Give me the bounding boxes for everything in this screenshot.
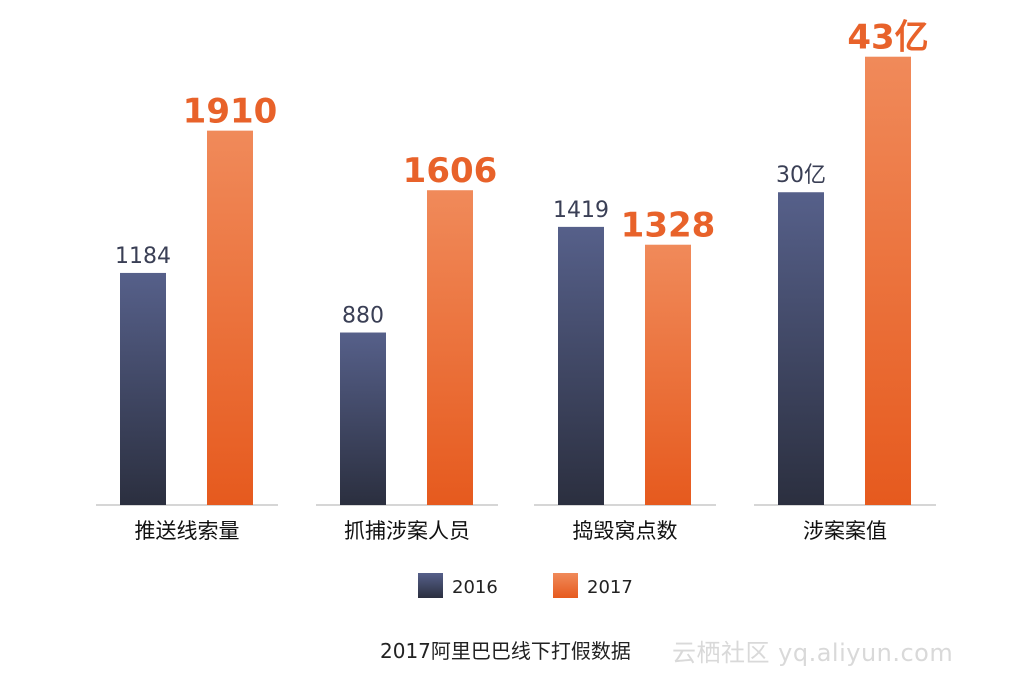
- bar-label-2016-case-value: 30亿: [776, 163, 826, 188]
- category-label-lead-count: 推送线索量: [135, 519, 240, 543]
- legend-swatch-2017: [553, 573, 578, 598]
- bar-2016-dens-destroyed: [558, 226, 604, 505]
- bar-label-2017-case-value: 43亿: [847, 18, 928, 58]
- watermark: 云栖社区 yq.aliyun.com: [672, 639, 954, 667]
- footer: 2017阿里巴巴线下打假数据 云栖社区 yq.aliyun.com: [0, 627, 1016, 667]
- bar-2017-case-value: [865, 56, 911, 506]
- bar-label-2016-lead-count: 1184: [115, 244, 171, 269]
- category-label-case-value: 涉案案值: [803, 519, 887, 543]
- legend-label-2016: 2016: [452, 577, 498, 598]
- bar-2016-case-value: [778, 192, 824, 505]
- bar-labels: 1184 1910 880 1606 1419 1328 30亿 43亿: [115, 18, 929, 329]
- legend-swatch-2016: [418, 573, 443, 598]
- bar-label-2016-dens-destroyed: 1419: [553, 198, 609, 223]
- category-label-dens-destroyed: 捣毁窝点数: [573, 519, 678, 543]
- bars: [120, 56, 911, 506]
- category-labels: 推送线索量 抓捕涉案人员 捣毁窝点数 涉案案值: [135, 519, 888, 543]
- bar-2016-lead-count: [120, 272, 166, 505]
- bar-label-2017-arrests: 1606: [403, 151, 498, 191]
- bar-label-2016-arrests: 880: [342, 304, 384, 329]
- bar-2017-lead-count: [207, 130, 253, 505]
- legend-label-2017: 2017: [587, 577, 633, 598]
- bar-2017-dens-destroyed: [645, 244, 691, 505]
- bar-2016-arrests: [340, 332, 386, 505]
- bar-2017-arrests: [427, 190, 473, 505]
- category-label-arrests: 抓捕涉案人员: [344, 519, 470, 543]
- bar-label-2017-lead-count: 1910: [183, 92, 278, 132]
- legend: 2016 2017: [418, 573, 633, 598]
- bar-label-2017-dens-destroyed: 1328: [621, 206, 716, 246]
- chart-title: 2017阿里巴巴线下打假数据: [380, 639, 631, 663]
